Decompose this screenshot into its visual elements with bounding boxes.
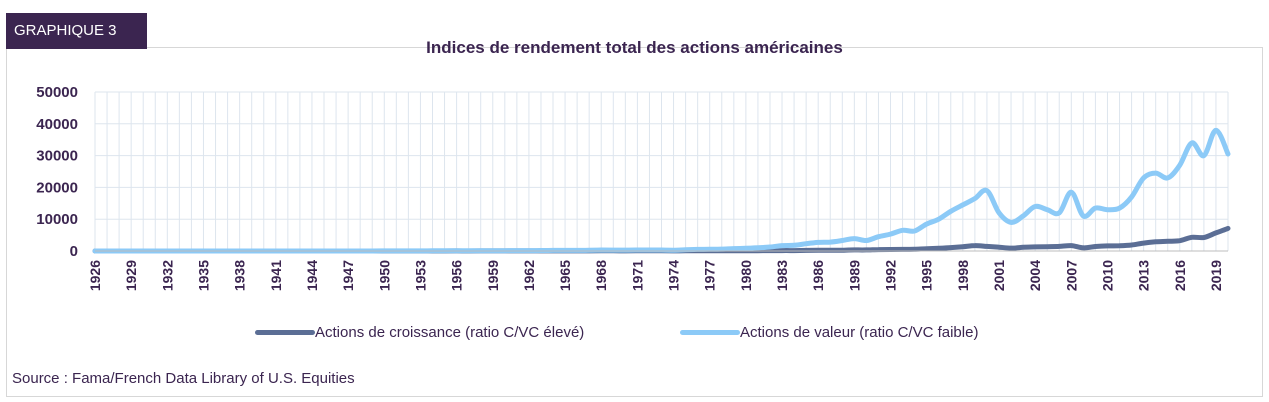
legend-label-value: Actions de valeur (ratio C/VC faible) [740,324,979,341]
x-tick-label: 2019 [1208,260,1224,291]
y-tick-label: 10000 [36,211,78,228]
y-tick-label: 40000 [36,116,78,133]
x-tick-label: 1929 [123,260,139,291]
x-tick-label: 1941 [268,260,284,291]
legend-swatch-value [680,330,740,335]
x-tick-label: 1983 [774,260,790,291]
x-tick-label: 1962 [521,260,537,291]
x-axis-tick-labels: 1926 1929 1932 1935 1938 1941 1944 1947 1950 1953… [87,260,1224,291]
x-tick-label: 1965 [557,260,573,291]
y-axis-tick-labels: 0 10000 20000 30000 40000 50000 [36,84,78,260]
legend-item-value: Actions de valeur (ratio C/VC faible) [680,324,978,341]
x-tick-label: 1953 [412,260,428,291]
y-tick-label: 0 [70,243,78,260]
y-tick-label: 50000 [36,84,78,101]
x-tick-label: 2001 [991,260,1007,291]
x-tick-label: 2010 [1099,260,1115,291]
x-tick-label: 1932 [159,260,175,291]
x-tick-label: 1998 [955,260,971,291]
x-tick-label: 2007 [1063,260,1079,291]
x-tick-label: 1956 [449,260,465,291]
x-tick-label: 1926 [87,260,103,291]
legend-item-growth: Actions de croissance (ratio C/VC élevé) [255,324,584,341]
x-tick-label: 1938 [232,260,248,291]
grid-lines [94,91,1229,252]
chart-frame [6,47,1263,397]
x-tick-label: 1980 [738,260,754,291]
x-tick-label: 1959 [485,260,501,291]
x-tick-label: 1992 [883,260,899,291]
figure-badge: GRAPHIQUE 3 [6,13,147,49]
legend-swatch-growth [255,330,315,335]
x-tick-label: 2004 [1027,260,1043,291]
x-tick-label: 2013 [1136,260,1152,291]
legend-label-growth: Actions de croissance (ratio C/VC élevé) [315,324,585,341]
source-note: Source : Fama/French Data Library of U.S… [12,370,355,387]
x-tick-label: 1944 [304,260,320,291]
x-tick-label: 1971 [629,260,645,291]
x-tick-label: 1950 [376,260,392,291]
x-tick-label: 1968 [593,260,609,291]
x-tick-label: 1989 [846,260,862,291]
x-tick-label: 1995 [919,260,935,291]
x-tick-label: 1947 [340,260,356,291]
x-tick-label: 1977 [702,260,718,291]
y-tick-label: 30000 [36,148,78,165]
x-tick-label: 1986 [810,260,826,291]
x-tick-label: 1974 [666,260,682,291]
y-tick-label: 20000 [36,179,78,196]
chart-title: Indices de rendement total des actions a… [426,38,843,57]
x-tick-label: 1935 [195,260,211,291]
x-tick-label: 2016 [1172,260,1188,291]
